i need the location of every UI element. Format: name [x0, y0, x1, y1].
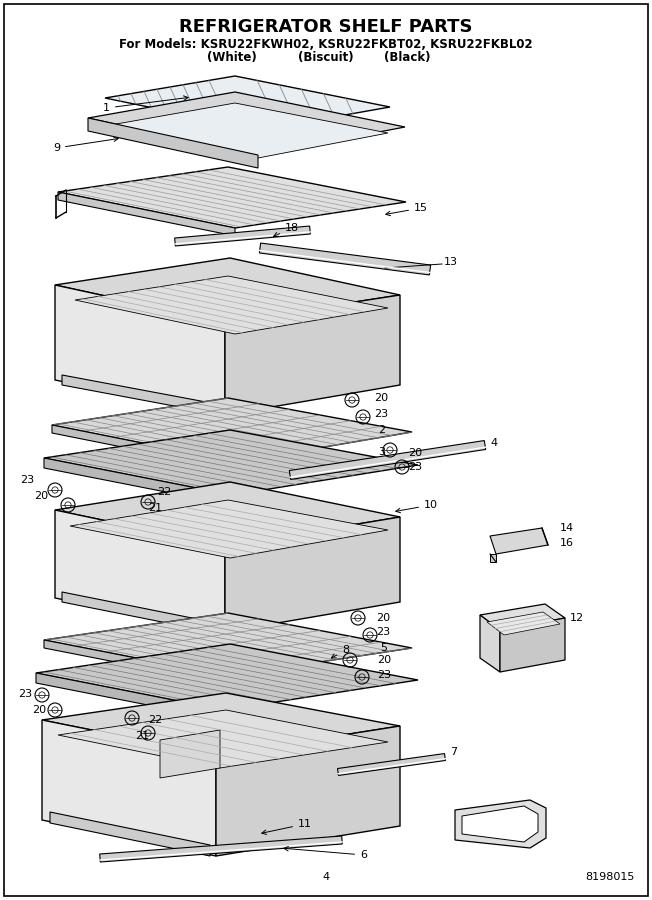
Polygon shape: [52, 398, 412, 462]
Text: (White): (White): [207, 51, 256, 64]
Text: 23: 23: [376, 627, 390, 637]
Text: 12: 12: [570, 613, 584, 623]
Polygon shape: [480, 615, 500, 672]
Text: 7: 7: [450, 747, 457, 757]
Polygon shape: [58, 167, 406, 228]
Polygon shape: [160, 730, 220, 778]
Text: 6: 6: [284, 847, 367, 860]
Polygon shape: [100, 836, 342, 862]
Polygon shape: [487, 612, 560, 635]
Text: 9: 9: [53, 137, 118, 153]
Text: REFRIGERATOR SHELF PARTS: REFRIGERATOR SHELF PARTS: [179, 18, 473, 36]
Text: 11: 11: [262, 819, 312, 834]
Polygon shape: [259, 243, 430, 275]
Polygon shape: [216, 726, 400, 856]
Polygon shape: [44, 430, 418, 495]
Text: 18: 18: [274, 223, 299, 237]
Polygon shape: [36, 673, 224, 720]
Polygon shape: [88, 92, 405, 155]
Text: 15: 15: [386, 203, 428, 216]
Polygon shape: [480, 604, 565, 630]
Polygon shape: [88, 118, 258, 168]
Polygon shape: [44, 613, 412, 676]
Polygon shape: [105, 103, 388, 158]
Text: 8: 8: [331, 645, 349, 658]
Polygon shape: [50, 812, 210, 856]
Polygon shape: [175, 226, 310, 246]
Polygon shape: [105, 76, 390, 130]
Text: 20: 20: [374, 393, 388, 403]
Text: For Models: KSRU22FKWH02, KSRU22FKBT02, KSRU22FKBL02: For Models: KSRU22FKWH02, KSRU22FKBT02, …: [119, 38, 533, 51]
Polygon shape: [462, 806, 538, 842]
Polygon shape: [62, 375, 222, 415]
Text: 20: 20: [32, 705, 46, 715]
Text: 3: 3: [378, 447, 385, 457]
Polygon shape: [490, 554, 496, 562]
Polygon shape: [225, 295, 400, 415]
Text: 1: 1: [103, 96, 188, 113]
Text: 4: 4: [490, 438, 497, 448]
Polygon shape: [55, 258, 400, 322]
Text: 4: 4: [323, 872, 329, 882]
Text: 22: 22: [148, 715, 162, 725]
Text: 20: 20: [34, 491, 48, 501]
Text: 20: 20: [377, 655, 391, 665]
Text: 21: 21: [148, 503, 162, 513]
Text: (Biscuit): (Biscuit): [298, 51, 354, 64]
Polygon shape: [62, 592, 222, 634]
Polygon shape: [338, 753, 445, 776]
Polygon shape: [42, 693, 400, 755]
Text: 23: 23: [377, 670, 391, 680]
Polygon shape: [70, 500, 388, 558]
Text: 13: 13: [444, 257, 458, 267]
Text: 23: 23: [408, 462, 422, 472]
Text: (Black): (Black): [384, 51, 431, 64]
Text: 16: 16: [560, 538, 574, 548]
Polygon shape: [455, 800, 546, 848]
Text: 22: 22: [157, 487, 171, 497]
Polygon shape: [55, 482, 400, 546]
Text: 5: 5: [380, 643, 387, 653]
Polygon shape: [36, 644, 418, 710]
Text: 20: 20: [408, 448, 422, 458]
Text: 23: 23: [20, 475, 34, 485]
Polygon shape: [44, 458, 232, 505]
Polygon shape: [55, 285, 225, 415]
Text: 23: 23: [18, 689, 32, 699]
Text: 14: 14: [560, 523, 574, 533]
Text: 8198015: 8198015: [585, 872, 635, 882]
Text: 21: 21: [135, 731, 149, 741]
Polygon shape: [289, 441, 486, 480]
Polygon shape: [42, 720, 216, 856]
Polygon shape: [44, 640, 228, 684]
Polygon shape: [55, 510, 225, 632]
Polygon shape: [75, 276, 388, 334]
Text: 20: 20: [376, 613, 390, 623]
Polygon shape: [58, 710, 388, 768]
Text: 23: 23: [374, 409, 388, 419]
Polygon shape: [52, 425, 237, 470]
Polygon shape: [490, 528, 548, 554]
Text: 10: 10: [396, 500, 438, 513]
Polygon shape: [58, 192, 235, 236]
Polygon shape: [225, 517, 400, 632]
Text: 2: 2: [378, 425, 385, 435]
Polygon shape: [500, 618, 565, 672]
